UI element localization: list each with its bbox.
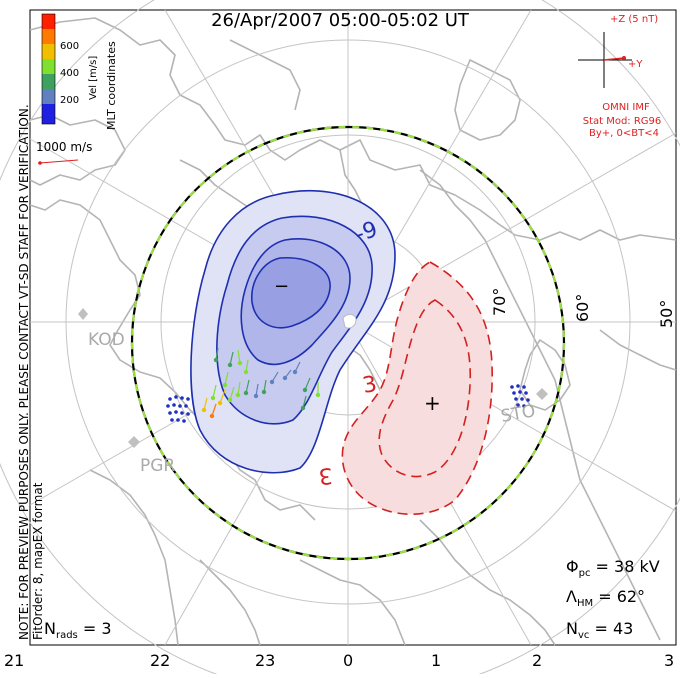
cross-polar-potential: Φpc = 38 kV xyxy=(566,557,660,579)
reference-vector: 1000 m/s xyxy=(36,140,92,165)
mlt-label-21: 21 xyxy=(4,651,24,670)
positive-potential-cell xyxy=(341,261,493,515)
velocity-vectors xyxy=(201,347,321,419)
potential-minimum-marker: − xyxy=(274,276,289,297)
mlt-label-0: 0 xyxy=(343,651,353,670)
latitude-label-50: 50° xyxy=(657,300,676,328)
station-kod-label: KOD xyxy=(88,330,125,350)
negative-potential-cell xyxy=(190,189,396,474)
colorbar-segment xyxy=(42,44,55,59)
colorbar-segment xyxy=(42,29,55,44)
station-pgr: PGR xyxy=(128,436,175,476)
mlt-label-2: 2 xyxy=(532,651,542,670)
colorbar-segment xyxy=(42,104,55,124)
hm-boundary-latitude: ΛHM = 62° xyxy=(566,587,645,609)
colorbar-segment xyxy=(42,89,55,104)
statistical-model: Stat Mod: RG96 xyxy=(583,116,662,127)
stats-panel: Φpc = 38 kV ΛHM = 62° Nvc = 43 Nrads = 3 xyxy=(44,557,660,641)
colorbar-tick-400: 400 xyxy=(60,68,79,79)
velocity-colorbar: 600 400 200 Vel [m/s] xyxy=(41,13,99,125)
mlt-label-23: 23 xyxy=(255,651,275,670)
contour-label-positive: 3 xyxy=(361,372,379,399)
preview-note: NOTE: FOR PREVIEW PURPOSES ONLY. PLEASE … xyxy=(17,104,31,640)
imf-clock: +Z (5 nT) +Y OMNI IMF Stat Mod: RG96 By+… xyxy=(578,14,661,139)
latitude-label-70: 70° xyxy=(490,288,509,316)
colorbar-segment xyxy=(42,14,55,29)
imf-y-label: +Y xyxy=(628,59,643,70)
reference-vector-label: 1000 m/s xyxy=(36,140,92,154)
radar-coverage-dots xyxy=(166,384,530,423)
pole-gap xyxy=(342,313,357,329)
colorbar-tick-200: 200 xyxy=(60,95,79,106)
coastlines xyxy=(29,17,677,646)
radar-count: Nrads = 3 xyxy=(44,619,112,641)
fit-order-label: FitOrder: 8, mapEX format xyxy=(31,482,45,640)
colorbar-segment xyxy=(42,74,55,89)
mlt-label-3: 3 xyxy=(664,651,674,670)
vector-count: Nvc = 43 xyxy=(566,619,633,641)
coordinate-label: MLT coordinates xyxy=(105,41,118,130)
hm-boundary xyxy=(130,125,566,561)
mlt-label-1: 1 xyxy=(431,651,441,670)
colorbar-tick-600: 600 xyxy=(60,41,79,52)
imf-z-label: +Z (5 nT) xyxy=(610,14,658,25)
imf-source: OMNI IMF xyxy=(602,102,650,113)
station-kod: KOD xyxy=(78,308,125,350)
potential-maximum-marker: + xyxy=(424,391,441,415)
mlt-label-22: 22 xyxy=(150,651,170,670)
map-title: 26/Apr/2007 05:00-05:02 UT xyxy=(211,10,470,31)
contour-label-positive-lower: 3 xyxy=(318,462,334,488)
imf-condition: By+, 0<BT<4 xyxy=(589,128,659,139)
colorbar-segment xyxy=(42,59,55,74)
station-pgr-label: PGR xyxy=(140,456,175,476)
latitude-label-60: 60° xyxy=(573,294,592,322)
colorbar-unit-label: Vel [m/s] xyxy=(88,56,99,100)
mlt-axis: 21 22 23 0 1 2 3 xyxy=(4,651,674,670)
